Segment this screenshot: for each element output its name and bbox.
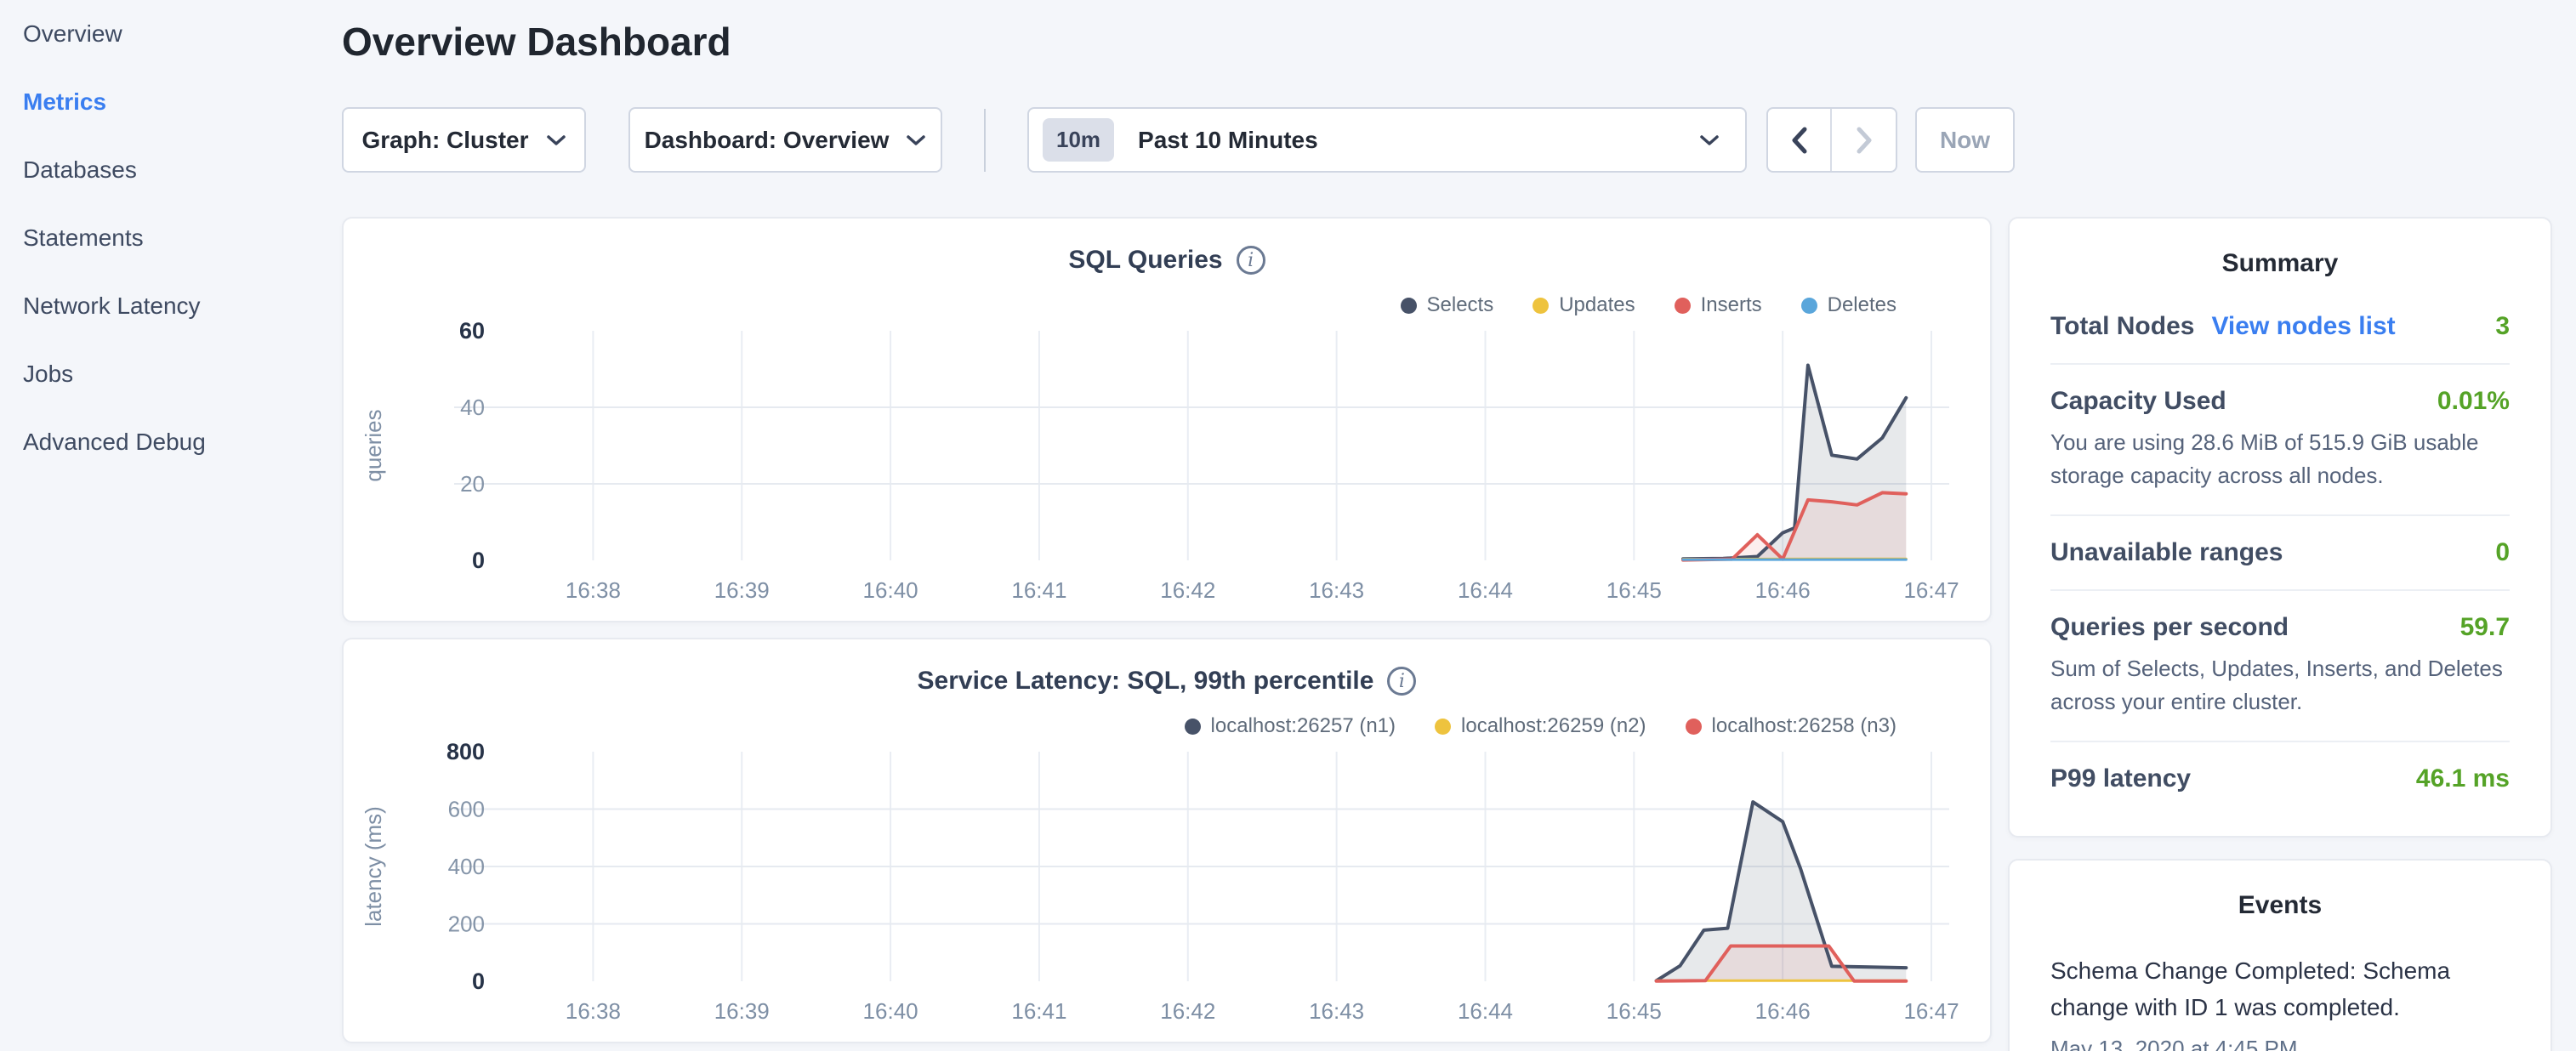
svg-text:16:45: 16:45 bbox=[1606, 998, 1662, 1024]
now-button[interactable]: Now bbox=[1915, 107, 2015, 173]
chevron-right-icon bbox=[1855, 126, 1874, 155]
svg-text:16:47: 16:47 bbox=[1903, 577, 1959, 603]
sidebar-item-network-latency[interactable]: Network Latency bbox=[0, 272, 342, 340]
time-forward-button[interactable] bbox=[1832, 109, 1896, 171]
controls-divider bbox=[984, 109, 986, 172]
divider bbox=[2050, 363, 2510, 365]
summary-row-capacity-used: Capacity Used 0.01% bbox=[2050, 387, 2510, 416]
divider bbox=[2050, 514, 2510, 516]
summary-value: 46.1 ms bbox=[2416, 764, 2510, 793]
svg-text:16:47: 16:47 bbox=[1903, 998, 1959, 1024]
summary-row-p99-latency: P99 latency 46.1 ms bbox=[2050, 764, 2510, 793]
chart-plot-area[interactable]: 16:38 16:39 16:40 16:41 16:42 16:43 16:44 16:45… bbox=[344, 219, 1993, 624]
sidebar-item-advanced-debug[interactable]: Advanced Debug bbox=[0, 408, 342, 476]
svg-text:16:38: 16:38 bbox=[566, 577, 621, 603]
svg-text:16:46: 16:46 bbox=[1755, 998, 1811, 1024]
time-step-buttons bbox=[1766, 107, 1897, 173]
summary-heading: Summary bbox=[2050, 219, 2510, 278]
app-root: Overview Metrics Databases Statements Ne… bbox=[0, 0, 2576, 1051]
svg-text:16:45: 16:45 bbox=[1606, 577, 1662, 603]
svg-text:600: 600 bbox=[448, 797, 485, 822]
sidebar: Overview Metrics Databases Statements Ne… bbox=[0, 0, 342, 476]
sidebar-item-metrics[interactable]: Metrics bbox=[0, 68, 342, 136]
service-latency-panel: Service Latency: SQL, 99th percentile i … bbox=[342, 638, 1992, 1043]
svg-text:400: 400 bbox=[448, 854, 485, 879]
summary-value: 59.7 bbox=[2460, 613, 2510, 642]
sidebar-item-overview[interactable]: Overview bbox=[0, 0, 342, 68]
time-back-button[interactable] bbox=[1768, 109, 1832, 171]
event-item[interactable]: Schema Change Completed: Schema change w… bbox=[2050, 952, 2510, 1025]
summary-label: Total Nodes bbox=[2050, 312, 2194, 341]
divider bbox=[2050, 589, 2510, 591]
events-panel: Events Schema Change Completed: Schema c… bbox=[2008, 859, 2552, 1051]
summary-value: 0.01% bbox=[2437, 387, 2510, 416]
svg-text:16:42: 16:42 bbox=[1160, 577, 1215, 603]
svg-text:latency (ms): latency (ms) bbox=[361, 806, 386, 927]
sql-queries-panel: SQL Queries i SelectsUpdatesInsertsDelet… bbox=[342, 217, 1992, 622]
summary-label: Queries per second bbox=[2050, 613, 2289, 642]
svg-text:200: 200 bbox=[448, 912, 485, 937]
dashboard-dropdown[interactable]: Dashboard: Overview bbox=[628, 107, 942, 173]
svg-text:queries: queries bbox=[361, 409, 386, 481]
svg-text:16:43: 16:43 bbox=[1309, 577, 1364, 603]
dashboard-dropdown-label: Dashboard: Overview bbox=[645, 127, 890, 154]
time-range-badge: 10m bbox=[1043, 118, 1114, 162]
graph-dropdown-label: Graph: Cluster bbox=[361, 127, 528, 154]
svg-text:16:39: 16:39 bbox=[714, 577, 770, 603]
view-nodes-list-link[interactable]: View nodes list bbox=[2211, 312, 2395, 341]
summary-description: You are using 28.6 MiB of 515.9 GiB usab… bbox=[2050, 426, 2510, 492]
page-title: Overview Dashboard bbox=[342, 19, 731, 65]
sidebar-item-statements[interactable]: Statements bbox=[0, 204, 342, 272]
svg-text:40: 40 bbox=[460, 395, 485, 420]
svg-text:16:43: 16:43 bbox=[1309, 998, 1364, 1024]
svg-text:16:44: 16:44 bbox=[1458, 577, 1513, 603]
controls-bar: Graph: Cluster Dashboard: Overview 10m P… bbox=[342, 107, 2015, 173]
events-heading: Events bbox=[2050, 861, 2510, 920]
summary-label: Capacity Used bbox=[2050, 387, 2226, 416]
chart-plot-area[interactable]: 16:38 16:39 16:40 16:41 16:42 16:43 16:44 16:45… bbox=[344, 639, 1993, 1045]
time-range-label: Past 10 Minutes bbox=[1138, 127, 1699, 154]
svg-text:0: 0 bbox=[472, 548, 485, 573]
event-timestamp: May 13, 2020 at 4:45 PM bbox=[2050, 1036, 2510, 1051]
svg-text:16:38: 16:38 bbox=[566, 998, 621, 1024]
summary-label: Unavailable ranges bbox=[2050, 538, 2283, 567]
svg-text:60: 60 bbox=[459, 318, 485, 344]
svg-text:16:44: 16:44 bbox=[1458, 998, 1513, 1024]
divider bbox=[2050, 741, 2510, 742]
chevron-down-icon bbox=[546, 134, 566, 146]
chevron-down-icon bbox=[906, 134, 926, 146]
summary-description: Sum of Selects, Updates, Inserts, and De… bbox=[2050, 652, 2510, 719]
svg-text:16:46: 16:46 bbox=[1755, 577, 1811, 603]
svg-text:0: 0 bbox=[472, 969, 485, 994]
chevron-down-icon bbox=[1699, 134, 1720, 146]
sidebar-item-jobs[interactable]: Jobs bbox=[0, 340, 342, 408]
svg-text:800: 800 bbox=[446, 739, 485, 764]
svg-text:16:41: 16:41 bbox=[1011, 998, 1066, 1024]
summary-value: 3 bbox=[2495, 312, 2510, 341]
summary-row-total-nodes: Total Nodes View nodes list 3 bbox=[2050, 312, 2510, 341]
time-range-selector[interactable]: 10m Past 10 Minutes bbox=[1027, 107, 1747, 173]
svg-text:16:39: 16:39 bbox=[714, 998, 770, 1024]
sidebar-item-databases[interactable]: Databases bbox=[0, 136, 342, 204]
svg-text:20: 20 bbox=[460, 471, 485, 497]
svg-text:16:42: 16:42 bbox=[1160, 998, 1215, 1024]
svg-text:16:40: 16:40 bbox=[863, 577, 918, 603]
svg-text:16:41: 16:41 bbox=[1011, 577, 1066, 603]
chevron-left-icon bbox=[1790, 126, 1809, 155]
svg-text:16:40: 16:40 bbox=[863, 998, 918, 1024]
summary-value: 0 bbox=[2495, 538, 2510, 567]
chart-svg: 16:38 16:39 16:40 16:41 16:42 16:43 16:44 16:45… bbox=[344, 219, 1993, 624]
chart-svg: 16:38 16:39 16:40 16:41 16:42 16:43 16:44 16:45… bbox=[344, 639, 1993, 1045]
summary-panel: Summary Total Nodes View nodes list 3 Ca… bbox=[2008, 217, 2552, 838]
graph-dropdown[interactable]: Graph: Cluster bbox=[342, 107, 586, 173]
summary-row-queries-per-second: Queries per second 59.7 bbox=[2050, 613, 2510, 642]
summary-row-unavailable-ranges: Unavailable ranges 0 bbox=[2050, 538, 2510, 567]
summary-label: P99 latency bbox=[2050, 764, 2191, 793]
